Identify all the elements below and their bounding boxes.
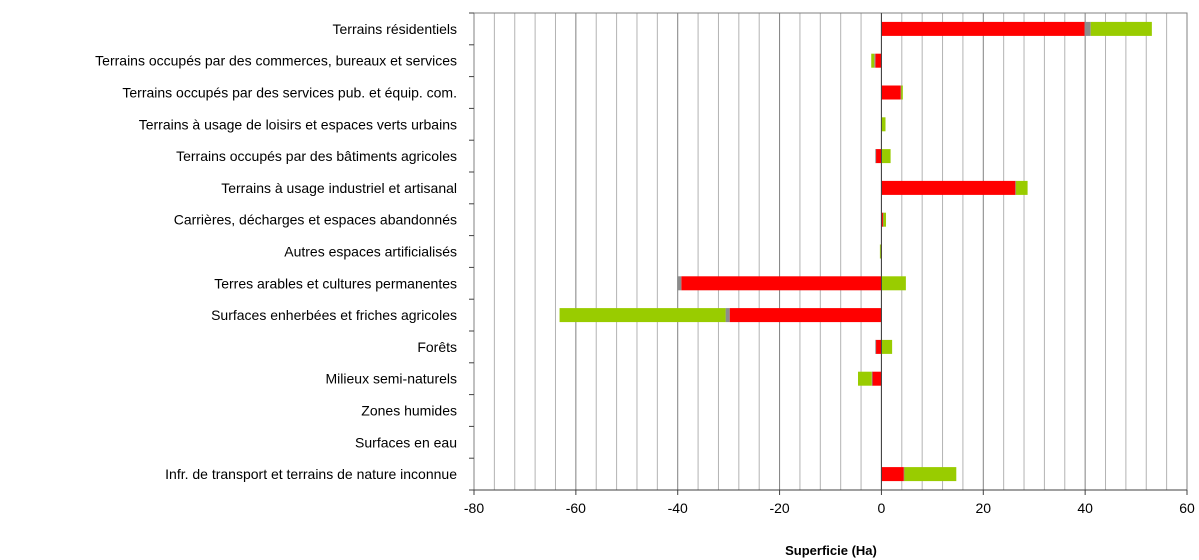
category-label: Terrains résidentiels [333, 21, 458, 37]
category-label: Terres arables et cultures permanentes [214, 275, 457, 291]
bar-segment [882, 212, 884, 227]
grid [493, 13, 1168, 490]
x-tick-label: -80 [464, 500, 484, 516]
category-label: Terrains occupés par des bâtiments agric… [176, 148, 457, 164]
bar-segment [881, 21, 1085, 36]
bar-segment [875, 149, 882, 164]
category-label: Zones humides [361, 403, 457, 419]
category-label: Terrains à usage industriel et artisanal [221, 180, 457, 196]
category-label: Infr. de transport et terrains de nature… [165, 466, 457, 482]
bar-segment [879, 244, 881, 259]
bar-segment [729, 308, 882, 323]
x-tick-label: 0 [878, 500, 886, 516]
category-label: Forêts [417, 339, 457, 355]
bar-segment [881, 276, 906, 291]
bar-segment [1015, 180, 1017, 195]
bar-segment [883, 212, 887, 227]
bar-segment [874, 53, 876, 68]
x-axis-title: Superficie (Ha) [785, 543, 877, 558]
bar-segment [875, 339, 877, 354]
bar-segment [881, 85, 901, 100]
x-tick-label: -40 [668, 500, 688, 516]
x-tick-label: -60 [566, 500, 586, 516]
bar-segment [900, 85, 902, 100]
bar-segment [903, 467, 905, 482]
bar-segment [871, 371, 873, 386]
tick-labels: -80 -60 -40 -20 0 20 40 60 [464, 500, 1195, 516]
bar-segment [904, 467, 957, 482]
bar-segment [875, 339, 882, 354]
bar-segment [901, 85, 903, 100]
bar-segment [881, 467, 904, 482]
bar-segment [872, 371, 882, 386]
category-label: Terrains occupés par des commerces, bure… [95, 53, 457, 69]
category-label: Carrières, décharges et espaces abandonn… [174, 212, 457, 228]
bar-segment [858, 371, 872, 386]
bar-segment [1015, 180, 1028, 195]
bar-segment [881, 339, 893, 354]
category-label: Terrains à usage de loisirs et espaces v… [139, 116, 457, 132]
bar-segment [875, 149, 877, 164]
axes [469, 12, 1188, 495]
bar-segment [881, 180, 1016, 195]
x-tick-label: 60 [1179, 500, 1195, 516]
bar-segment [725, 308, 730, 323]
x-tick-label: 40 [1077, 500, 1093, 516]
bar-segment [1090, 21, 1152, 36]
bar-segment [677, 276, 682, 291]
bars [559, 21, 1152, 482]
plot-border [473, 12, 1188, 491]
category-label: Autres espaces artificialisés [284, 244, 457, 260]
category-label: Terrains occupés par des services pub. e… [122, 85, 457, 101]
bar-segment [559, 308, 726, 323]
bar-segment [875, 53, 882, 68]
x-tick-label: -20 [769, 500, 789, 516]
bar-segment [881, 117, 886, 132]
bar-segment [871, 53, 875, 68]
category-label: Surfaces enherbées et friches agricoles [211, 307, 457, 323]
bar-segment [881, 212, 883, 227]
bar-segment [681, 276, 882, 291]
bar-segment [880, 244, 882, 259]
category-label: Milieux semi-naturels [326, 371, 457, 387]
category-label: Surfaces en eau [355, 434, 457, 450]
bar-segment [881, 149, 891, 164]
x-tick-label: 20 [975, 500, 991, 516]
category-labels: Terrains résidentiels Terrains occupés pa… [95, 21, 457, 482]
bar-segment [1084, 21, 1091, 36]
